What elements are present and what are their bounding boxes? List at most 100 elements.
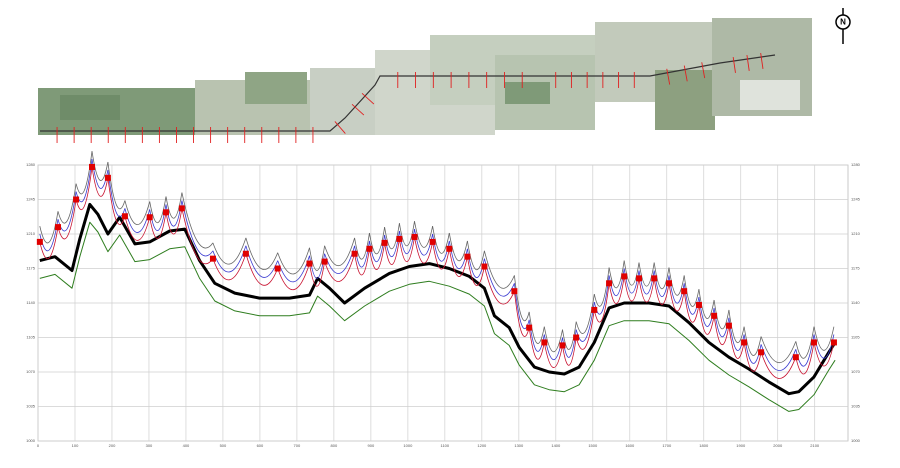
conductor-span <box>324 253 355 282</box>
tower-marker <box>810 339 817 346</box>
tower-marker <box>162 209 169 216</box>
conductor-span <box>448 232 468 262</box>
tower-marker <box>541 339 548 346</box>
x-tick-label: 1300 <box>514 443 524 448</box>
tower-marker <box>758 349 765 356</box>
conductor-span <box>795 342 815 375</box>
photo-tile <box>310 68 375 135</box>
conductor-span <box>593 283 610 323</box>
conductor-span <box>107 169 126 218</box>
y2-tick-label: 1070 <box>851 369 861 374</box>
aerial-strip <box>38 18 812 135</box>
conductor-span <box>668 267 685 296</box>
conductor-span <box>91 151 109 181</box>
compass-label: N <box>840 18 846 27</box>
tower-marker <box>242 250 249 257</box>
conductor-span <box>369 227 385 255</box>
conductor-span <box>124 200 151 225</box>
y-tick-label: 1280 <box>26 162 36 167</box>
y2-tick-label: 1245 <box>851 197 861 202</box>
conductor-span <box>713 315 730 346</box>
tower-marker <box>559 342 566 349</box>
tower-marker <box>446 245 453 252</box>
x-tick-label: 800 <box>331 443 338 448</box>
conductor-span <box>448 248 468 277</box>
conductor-span <box>432 241 450 270</box>
conductor-span <box>57 199 77 240</box>
conductor-span <box>813 326 835 351</box>
conductor-span <box>683 291 700 323</box>
conductor-span <box>528 327 545 360</box>
y-tick-label: 1245 <box>26 197 36 202</box>
tower-marker <box>36 238 43 245</box>
tower-marker <box>526 324 533 331</box>
conductor-span <box>638 278 655 303</box>
conductor-span <box>713 299 730 330</box>
conductor-span <box>795 326 815 359</box>
tower-marker <box>636 275 643 282</box>
conductor-span <box>384 238 400 265</box>
tower-marker <box>711 312 718 319</box>
conductor-span <box>543 326 563 353</box>
x-tick-label: 900 <box>368 443 375 448</box>
tower-marker <box>381 239 388 246</box>
conductor-span <box>149 196 167 224</box>
tower-marker <box>792 354 799 361</box>
tower-marker <box>606 280 613 287</box>
tower-marker <box>665 280 672 287</box>
route-tick <box>351 103 365 116</box>
conductor-span <box>309 245 325 271</box>
conductor-span <box>484 258 515 297</box>
conductor-span <box>484 250 515 289</box>
conductor-span <box>245 253 279 286</box>
conductor-span <box>384 223 400 250</box>
tower-marker <box>481 263 488 270</box>
tower-marker <box>306 260 313 267</box>
tower-marker <box>681 288 688 295</box>
conductor-span <box>181 192 214 249</box>
conductor-span <box>760 336 797 364</box>
tower-marker <box>178 205 185 212</box>
y2-tick-label: 1105 <box>851 335 860 340</box>
route-tick <box>701 62 706 79</box>
conductor-span <box>575 294 595 334</box>
conductor-span <box>743 326 762 356</box>
conductor-span <box>698 304 715 335</box>
conductor-span <box>277 263 310 291</box>
conductor-span <box>813 342 835 367</box>
tower-marker <box>366 245 373 252</box>
conductor-span <box>562 337 577 366</box>
tower-marker <box>54 224 61 231</box>
tower-marker <box>351 250 358 257</box>
route-tick <box>683 65 688 82</box>
conductor-span <box>354 248 370 276</box>
x-tick-label: 1600 <box>625 443 635 448</box>
conductor-span <box>728 309 745 343</box>
conductor-span <box>107 161 126 210</box>
conductor-span <box>399 221 415 247</box>
conductor-span <box>608 276 625 304</box>
tower-marker <box>89 163 95 170</box>
conductor-span <box>75 166 93 211</box>
tower-marker <box>209 255 216 262</box>
conductor-span <box>467 240 485 271</box>
profile-line <box>39 202 837 396</box>
y-tick-label: 1035 <box>26 404 36 409</box>
route-tick <box>732 56 736 73</box>
conductor-span <box>212 237 247 265</box>
tower-marker <box>830 339 837 346</box>
photo-tile <box>60 95 120 120</box>
conductor-span <box>75 151 93 195</box>
conductor-span <box>399 236 415 262</box>
tower-marker <box>396 235 403 242</box>
conductor-span <box>91 166 109 197</box>
y-tick-label: 1070 <box>26 369 36 374</box>
conductor-span <box>514 291 530 337</box>
conductor-span <box>698 289 715 319</box>
tower-marker <box>591 306 598 313</box>
conductor-span <box>165 208 183 235</box>
tower-marker <box>121 213 128 220</box>
y2-tick-label: 1035 <box>851 404 861 409</box>
tower-marker <box>146 214 153 221</box>
